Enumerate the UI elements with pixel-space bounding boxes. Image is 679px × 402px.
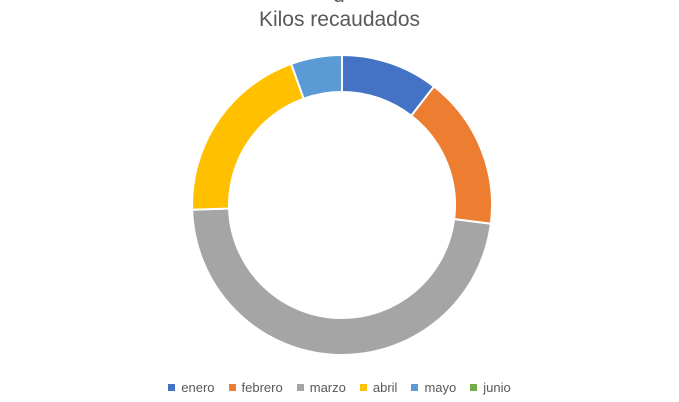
chart-title: Kilos recaudados <box>258 8 421 31</box>
donut-slice-febrero <box>409 85 493 225</box>
legend-label: mayo <box>424 380 457 395</box>
donut-slice-marzo <box>191 207 492 356</box>
legend-swatch <box>228 384 236 391</box>
legend-swatch <box>296 384 304 391</box>
legend-label: abril <box>372 380 398 395</box>
legend-swatch <box>168 384 176 391</box>
clipped-title-fragment: g <box>0 0 679 2</box>
legend-swatch <box>359 384 367 391</box>
chart-legend: enero febrero marzo abril mayo junio <box>0 380 679 395</box>
legend-swatch <box>470 384 478 391</box>
legend-item-junio: junio <box>470 380 511 395</box>
donut-slice-abril <box>191 62 306 211</box>
legend-item-febrero: febrero <box>228 380 283 395</box>
legend-label: junio <box>483 380 511 395</box>
legend-swatch <box>411 384 419 391</box>
legend-item-marzo: marzo <box>296 380 346 395</box>
legend-item-enero: enero <box>168 380 215 395</box>
legend-label: marzo <box>309 380 346 395</box>
legend-item-mayo: mayo <box>411 380 456 395</box>
donut-slice-mayo <box>289 53 343 100</box>
legend-item-abril: abril <box>359 380 398 395</box>
legend-label: febrero <box>241 380 283 395</box>
legend-label: enero <box>181 380 215 395</box>
